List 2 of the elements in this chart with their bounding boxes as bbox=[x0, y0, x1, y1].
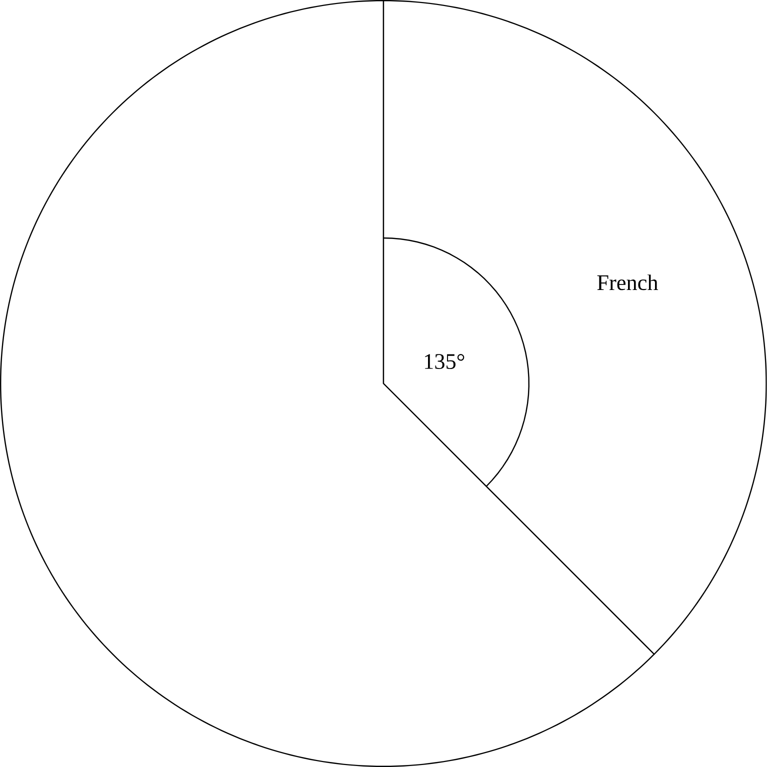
text: 135° bbox=[425, 354, 464, 370]
slice-label: French bbox=[597, 274, 658, 290]
